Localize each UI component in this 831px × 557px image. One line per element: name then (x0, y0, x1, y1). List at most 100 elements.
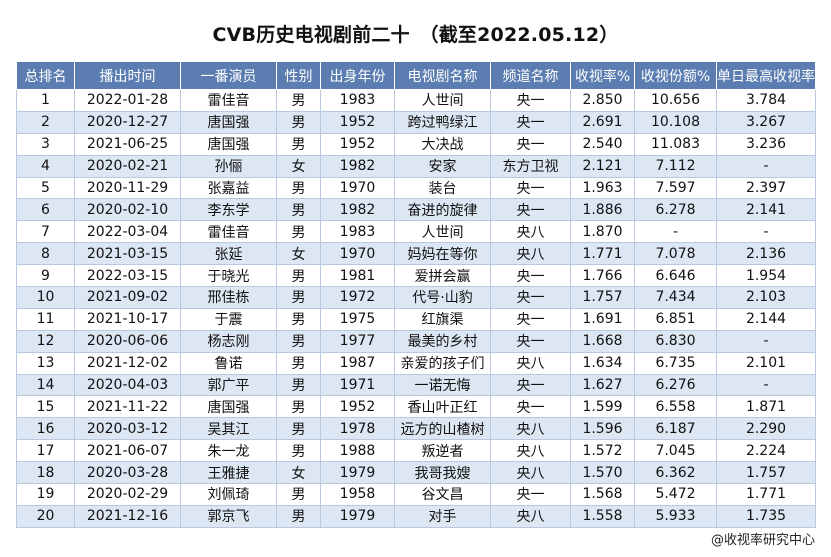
air-date-cell: 2021-09-02 (74, 286, 181, 309)
gender-cell: 男 (276, 198, 321, 222)
channel-cell: 央一 (490, 483, 571, 506)
channel-cell: 央一 (490, 329, 571, 353)
birth-year-cell: 1983 (320, 89, 395, 112)
header-air-date: 播出时间 (74, 61, 181, 90)
header-lead-actor: 一番演员 (180, 61, 277, 90)
header-rank: 总排名 (16, 61, 75, 90)
gender-cell: 男 (276, 395, 321, 419)
header-rating: 收视率% (570, 61, 635, 90)
rating-cell: 1.870 (570, 220, 635, 244)
channel-cell: 央一 (490, 110, 571, 134)
drama-name-cell: 奋进的旋律 (394, 198, 491, 222)
rank-cell: 16 (16, 417, 75, 441)
drama-name-cell: 安家 (394, 154, 491, 178)
rank-cell: 11 (16, 307, 75, 331)
gender-cell: 男 (276, 132, 321, 156)
actor-cell: 于震 (180, 307, 277, 331)
table-row: 3 2021-06-25 唐国强男 1952 大决战 央一 2.540 11.083 3.236 (16, 132, 816, 156)
actor-cell: 于晓光 (180, 264, 277, 288)
table-row: 14 2020-04-03 郭广平男 1971 一诺无悔 央一 1.627 6.276- (16, 373, 816, 397)
air-date-cell: 2020-12-27 (74, 110, 181, 134)
table-row: 13 2021-12-02 鲁诺男 1987 亲爱的孩子们 央八 1.634 6.735 2.1… (16, 351, 816, 375)
table-row: 17 2021-06-07 朱一龙男 1988 叛逆者 央八 1.572 7.045 2.224 (16, 439, 816, 463)
drama-name-cell: 亲爱的孩子们 (394, 351, 491, 375)
share-cell: 5.472 (634, 483, 717, 506)
birth-year-cell: 1971 (320, 373, 395, 397)
drama-name-cell: 最美的乡村 (394, 329, 491, 353)
gender-cell: 男 (276, 264, 321, 288)
channel-cell: 央八 (490, 242, 571, 266)
gender-cell: 男 (276, 504, 321, 528)
header-gender: 性别 (276, 61, 321, 90)
actor-cell: 杨志刚 (180, 329, 277, 353)
air-date-cell: 2020-02-29 (74, 483, 181, 506)
rating-cell: 1.757 (570, 286, 635, 309)
table-body: 1 2022-01-28 雷佳音男 1983 人世间 央一 2.850 10.656 3.784… (16, 89, 816, 528)
peak-rating-cell: 3.236 (716, 132, 816, 156)
peak-rating-cell: 2.224 (716, 439, 816, 463)
share-cell: 7.112 (634, 154, 717, 178)
rank-cell: 13 (16, 351, 75, 375)
gender-cell: 男 (276, 176, 321, 200)
drama-name-cell: 红旗渠 (394, 307, 491, 331)
channel-cell: 央八 (490, 417, 571, 441)
share-cell: - (634, 220, 717, 244)
actor-cell: 张延 (180, 242, 277, 266)
table-row: 18 2020-03-28 王雅捷女 1979 我哥我嫂 央八 1.570 6.362 1.75… (16, 461, 816, 485)
rating-cell: 1.599 (570, 395, 635, 419)
peak-rating-cell: 1.757 (716, 461, 816, 485)
birth-year-cell: 1983 (320, 220, 395, 244)
drama-name-cell: 跨过鸭绿江 (394, 110, 491, 134)
rank-cell: 18 (16, 461, 75, 485)
peak-rating-cell: - (716, 220, 816, 244)
table-row: 5 2020-11-29 张嘉益男 1970 装台 央一 1.963 7.597 2.397 (16, 176, 816, 200)
table-row: 9 2022-03-15 于晓光男 1981 爱拼会赢 央一 1.766 6.646 1.954 (16, 264, 816, 288)
rank-cell: 17 (16, 439, 75, 463)
rank-cell: 4 (16, 154, 75, 178)
peak-rating-cell: 3.784 (716, 89, 816, 112)
actor-cell: 唐国强 (180, 110, 277, 134)
gender-cell: 男 (276, 89, 321, 112)
birth-year-cell: 1979 (320, 461, 395, 485)
peak-rating-cell: - (716, 329, 816, 353)
air-date-cell: 2021-12-02 (74, 351, 181, 375)
drama-name-cell: 人世间 (394, 220, 491, 244)
drama-name-cell: 代号·山豹 (394, 286, 491, 309)
peak-rating-cell: - (716, 154, 816, 178)
gender-cell: 男 (276, 417, 321, 441)
air-date-cell: 2020-02-10 (74, 198, 181, 222)
rank-cell: 7 (16, 220, 75, 244)
share-cell: 10.108 (634, 110, 717, 134)
peak-rating-cell: 2.141 (716, 198, 816, 222)
table-row: 20 2021-12-16 郭京飞男 1979 对手 央八 1.558 5.933 1.735 (16, 504, 816, 528)
rating-cell: 1.766 (570, 264, 635, 288)
channel-cell: 央八 (490, 504, 571, 528)
rank-cell: 5 (16, 176, 75, 200)
header-peak-rating: 单日最高收视率% (716, 61, 828, 90)
rating-cell: 1.570 (570, 461, 635, 485)
share-cell: 6.646 (634, 264, 717, 288)
rating-cell: 1.627 (570, 373, 635, 397)
rank-cell: 20 (16, 504, 75, 528)
share-cell: 7.597 (634, 176, 717, 200)
rank-cell: 12 (16, 329, 75, 353)
share-cell: 6.362 (634, 461, 717, 485)
actor-cell: 刘佩琦 (180, 483, 277, 506)
table-row: 6 2020-02-10 李东学男 1982 奋进的旋律 央一 1.886 6.278 2.14… (16, 198, 816, 222)
rating-cell: 1.771 (570, 242, 635, 266)
share-cell: 11.083 (634, 132, 717, 156)
rating-cell: 1.886 (570, 198, 635, 222)
header-drama-name: 电视剧名称 (394, 61, 491, 90)
rating-cell: 1.572 (570, 439, 635, 463)
gender-cell: 男 (276, 307, 321, 331)
channel-cell: 央一 (490, 373, 571, 397)
rating-cell: 2.540 (570, 132, 635, 156)
birth-year-cell: 1979 (320, 504, 395, 528)
drama-name-cell: 谷文昌 (394, 483, 491, 506)
peak-rating-cell: 2.290 (716, 417, 816, 441)
channel-cell: 央一 (490, 307, 571, 331)
actor-cell: 李东学 (180, 198, 277, 222)
drama-name-cell: 妈妈在等你 (394, 242, 491, 266)
share-cell: 7.078 (634, 242, 717, 266)
actor-cell: 孙俪 (180, 154, 277, 178)
